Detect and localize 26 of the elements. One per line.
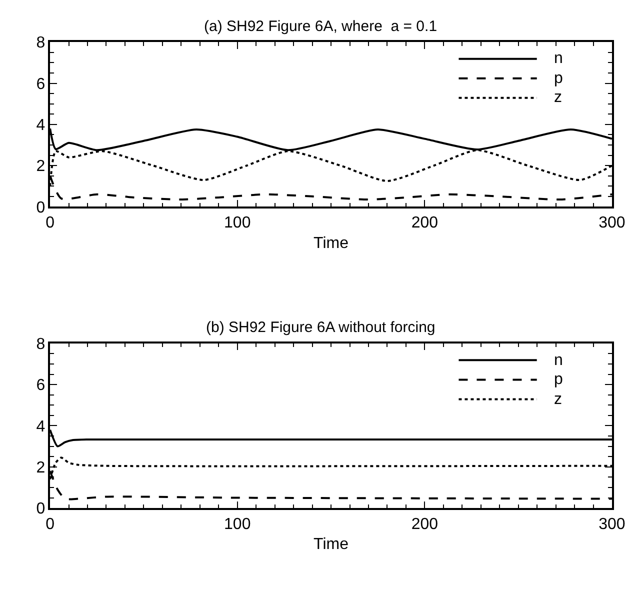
chart-title: (b) SH92 Figure 6A without forcing [206,319,436,336]
y-tick-label: 4 [36,418,46,436]
x-tick-label: 200 [411,214,438,232]
x-tick-label: 300 [598,516,626,533]
legend-label: z [554,391,562,408]
legend-label: n [554,352,563,369]
y-tick-label: 2 [36,158,46,176]
y-tick-label: 0 [36,199,46,216]
legend-label: p [554,371,563,388]
x-axis-title: Time [314,536,349,554]
y-tick-label: 8 [36,336,46,354]
y-tick-label: 2 [36,459,46,476]
chart-title: (a) SH92 Figure 6A, where a = 0.1 [204,18,438,35]
legend-label: n [554,50,563,67]
x-tick-label: 200 [411,516,438,533]
x-tick-label: 100 [224,214,251,232]
legend-label: z [554,89,562,106]
y-tick-label: 0 [36,500,46,518]
y-tick-label: 8 [36,34,46,52]
y-tick-label: 6 [36,76,46,93]
y-tick-label: 6 [36,377,46,394]
x-axis-title: Time [314,234,349,252]
x-tick-label: 300 [598,214,626,232]
x-tick-label: 100 [224,516,251,533]
y-tick-label: 4 [36,117,46,134]
legend-label: p [554,70,563,87]
